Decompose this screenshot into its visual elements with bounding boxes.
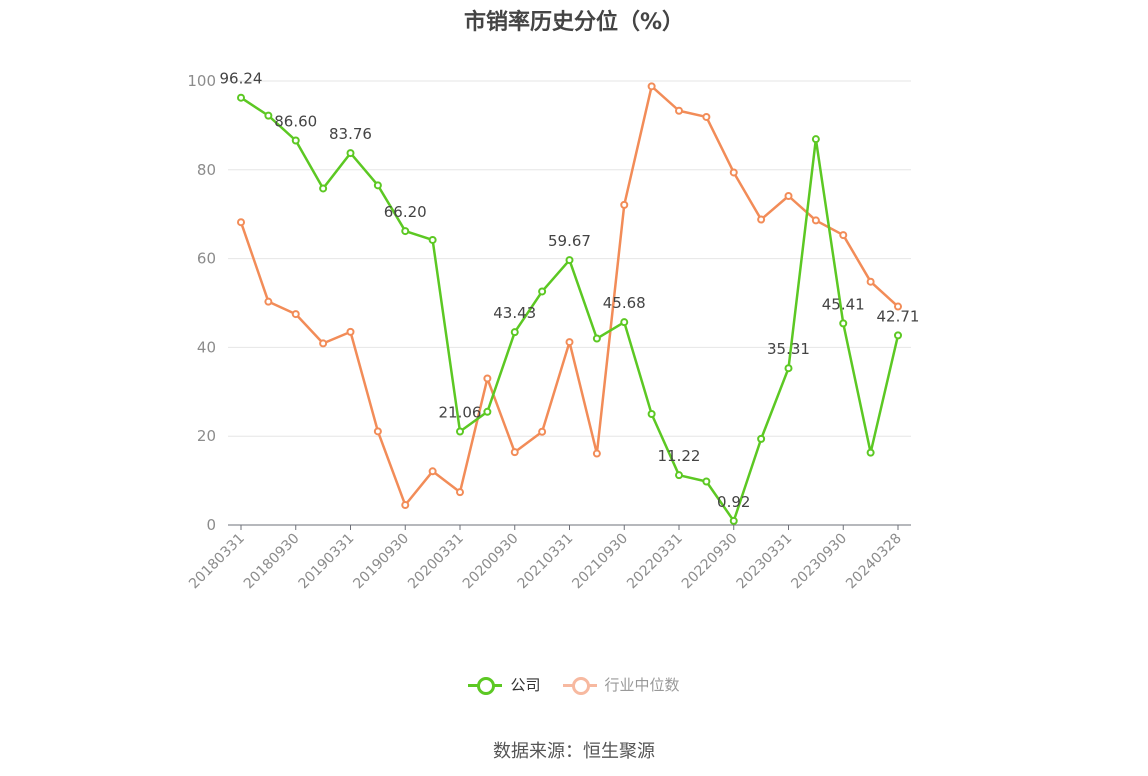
legend-item-industry[interactable]: 行业中位数 xyxy=(562,674,680,695)
legend-label-company: 公司 xyxy=(510,676,541,694)
industry-point xyxy=(729,168,738,177)
data-label: 59.67 xyxy=(548,232,591,250)
industry-point xyxy=(373,427,382,436)
company-point xyxy=(866,448,875,457)
chart-legend: 公司 行业中位数 xyxy=(0,674,1148,695)
company-point xyxy=(811,135,820,144)
x-tick-label: 20220331 xyxy=(624,531,686,593)
x-tick-label: 20190331 xyxy=(296,531,358,593)
x-tick-label: 20190930 xyxy=(350,531,412,593)
legend-line-circle-icon xyxy=(468,675,503,695)
y-tick-label: 0 xyxy=(206,516,216,534)
data-label: 35.31 xyxy=(767,340,810,358)
industry-point xyxy=(428,467,437,476)
industry-point xyxy=(620,200,629,209)
industry-point xyxy=(483,374,492,383)
chart-title: 市销率历史分位（%） xyxy=(463,10,685,35)
industry-point xyxy=(510,448,519,457)
data-source: 数据来源：恒生聚源 xyxy=(493,741,655,762)
company-point xyxy=(291,136,300,145)
data-label: 0.92 xyxy=(717,493,750,511)
company-point xyxy=(784,364,793,373)
industry-point xyxy=(401,501,410,510)
company-point xyxy=(510,328,519,337)
data-label: 83.76 xyxy=(329,125,372,143)
industry-point xyxy=(592,449,601,458)
industry-point xyxy=(675,106,683,115)
legend-line-circle-icon xyxy=(562,675,597,695)
industry-series-line xyxy=(239,85,899,507)
industry-point xyxy=(811,216,820,225)
y-tick-label: 100 xyxy=(187,72,216,90)
company-point xyxy=(702,477,711,486)
industry-point xyxy=(894,302,902,311)
industry-point xyxy=(237,218,245,227)
data-label: 96.24 xyxy=(220,70,263,88)
data-label: 66.20 xyxy=(384,203,427,221)
company-point xyxy=(565,256,574,265)
industry-point xyxy=(319,339,328,348)
company-series-line xyxy=(240,96,900,523)
company-point xyxy=(346,149,355,158)
industry-point xyxy=(784,191,793,200)
x-tick-label: 20230331 xyxy=(734,531,796,593)
industry-point xyxy=(647,82,656,91)
x-tick-label: 20230930 xyxy=(788,531,850,593)
x-tick-label: 20220930 xyxy=(679,531,741,593)
industry-point xyxy=(346,327,355,336)
company-point xyxy=(401,227,410,236)
y-tick-label: 60 xyxy=(197,250,216,268)
company-point xyxy=(264,111,273,120)
x-tick-label: 20180331 xyxy=(186,531,248,593)
x-tick-label: 20210331 xyxy=(515,531,577,593)
company-point xyxy=(647,410,656,418)
company-point xyxy=(757,434,766,443)
company-point xyxy=(839,319,848,328)
x-tick-label: 20200930 xyxy=(460,531,522,593)
company-point xyxy=(428,235,437,244)
company-point xyxy=(620,318,629,327)
y-tick-label: 40 xyxy=(197,338,216,356)
y-tick-label: 20 xyxy=(197,427,216,445)
company-point xyxy=(319,184,328,193)
company-point xyxy=(456,427,464,436)
industry-point xyxy=(565,338,574,347)
legend-item-company[interactable]: 公司 xyxy=(468,674,541,695)
company-point xyxy=(894,331,902,340)
company-point xyxy=(483,407,492,416)
company-point xyxy=(592,334,601,343)
x-tick-label: 20240328 xyxy=(843,531,905,593)
data-label: 21.06 xyxy=(439,403,482,421)
industry-point xyxy=(839,231,848,240)
industry-point xyxy=(702,112,711,121)
company-point xyxy=(237,93,245,102)
data-label: 11.22 xyxy=(658,447,701,465)
legend-label-industry: 行业中位数 xyxy=(604,676,680,694)
company-point xyxy=(675,471,683,480)
company-point xyxy=(373,181,382,190)
company-point xyxy=(538,287,547,296)
data-label: 43.43 xyxy=(493,304,536,322)
industry-point xyxy=(291,310,300,319)
company-point xyxy=(729,516,738,525)
data-label: 45.41 xyxy=(822,295,865,313)
industry-point xyxy=(866,277,875,286)
x-tick-label: 20180930 xyxy=(241,531,303,593)
industry-point xyxy=(538,427,547,436)
data-label: 45.68 xyxy=(603,294,646,312)
x-tick-label: 20200331 xyxy=(405,531,467,593)
data-label: 86.60 xyxy=(274,112,317,130)
industry-point xyxy=(264,297,273,306)
industry-point xyxy=(757,215,766,224)
data-label: 42.71 xyxy=(877,307,920,325)
y-tick-label: 80 xyxy=(197,161,216,179)
industry-point xyxy=(456,488,464,497)
x-tick-label: 20210930 xyxy=(569,531,631,593)
